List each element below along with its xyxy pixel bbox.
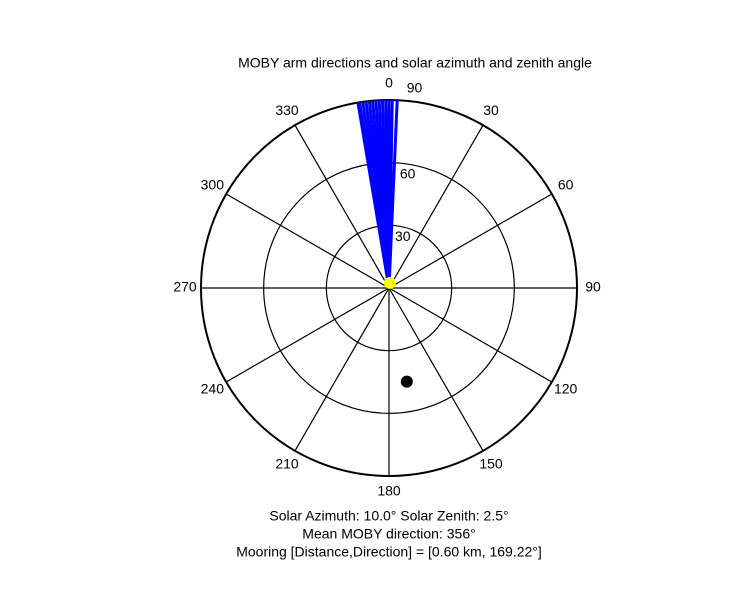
angle-label: 30	[483, 102, 499, 118]
annotation: Mooring [Distance,Direction] = [0.60 km,…	[236, 544, 542, 560]
angle-label: 60	[558, 177, 574, 193]
spoke	[294, 287, 390, 452]
angle-label: 330	[275, 102, 299, 118]
spoke	[388, 193, 553, 289]
arm-direction	[387, 100, 399, 289]
sun-point	[383, 276, 396, 289]
angle-label: 0	[385, 75, 393, 91]
angle-label: 270	[173, 279, 197, 295]
angle-label: 150	[479, 455, 503, 471]
r-tick-label: 90	[407, 79, 423, 95]
annotation: Solar Azimuth: 10.0° Solar Zenith: 2.5°	[269, 508, 508, 524]
mooring-point	[400, 375, 413, 388]
angle-label: 180	[377, 483, 401, 499]
chart-title: MOBY arm directions and solar azimuth an…	[238, 55, 592, 71]
angle-label: 300	[201, 177, 225, 193]
spoke	[225, 287, 390, 383]
r-tick-label: 60	[400, 166, 416, 182]
spoke	[294, 124, 390, 289]
angle-label: 240	[201, 381, 225, 397]
spoke	[388, 124, 484, 289]
angle-label: 120	[554, 381, 578, 397]
angle-label: 210	[275, 455, 299, 471]
spoke	[388, 287, 484, 452]
r-tick-label: 30	[395, 228, 411, 244]
angle-label: 90	[585, 279, 601, 295]
spoke	[388, 287, 553, 383]
annotation: Mean MOBY direction: 356°	[302, 526, 475, 542]
spoke	[225, 193, 390, 289]
